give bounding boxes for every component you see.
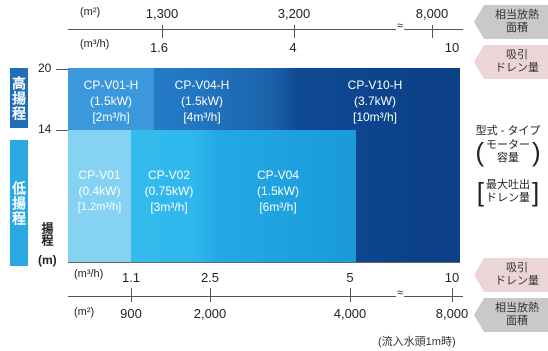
model-label-cp-v02: CP-V02 (0.75kW) [3m³/h] bbox=[131, 167, 207, 215]
bottom-flow-tick: 1.1 bbox=[121, 270, 141, 285]
axis-break-icon: ≈ bbox=[396, 20, 405, 32]
model-flow: [4m³/h] bbox=[183, 110, 221, 124]
y-tick-20: 20 bbox=[38, 61, 52, 75]
model-label-cp-v01-h: CP-V01-H (1.5kW) [2m³/h] bbox=[68, 77, 154, 125]
model-label-cp-v10-h: CP-V10-H (3.7kW) [10m³/h] bbox=[330, 77, 420, 125]
top-flow-tick: 4 bbox=[289, 40, 297, 55]
bracket-open-icon: [ bbox=[476, 177, 484, 207]
model-block-cp-v01 bbox=[68, 130, 131, 262]
model-flow: [10m³/h] bbox=[352, 110, 397, 124]
tag-line: 吸引 bbox=[506, 49, 528, 61]
bottom-area-tick: 8,000 bbox=[435, 306, 469, 321]
bottom-area-tick: 2,000 bbox=[193, 306, 227, 321]
y-axis-unit: (m) bbox=[38, 253, 57, 267]
top-flow-tick: 1.6 bbox=[149, 40, 169, 55]
model-name: CP-V01 bbox=[78, 168, 121, 182]
bottom-flow-tick: 10 bbox=[444, 270, 460, 285]
model-label-cp-v04-h: CP-V04-H (1.5kW) [4m³/h] bbox=[162, 77, 242, 125]
bracket-close-icon: ] bbox=[532, 177, 540, 207]
tick-mark bbox=[131, 288, 132, 302]
legend-discharge: [ 最大吐出 ドレン量 ] bbox=[468, 176, 548, 208]
bottom-flow-tick: 5 bbox=[346, 270, 354, 285]
low-head-label: 低揚程 bbox=[10, 140, 28, 266]
model-flow: [1.2m³/h] bbox=[77, 201, 122, 213]
paren-close-icon: ) bbox=[532, 137, 541, 167]
top-axis-line bbox=[68, 29, 463, 30]
footnote: (流入水頭1m時) bbox=[378, 336, 456, 348]
model-power: (1.5kW) bbox=[181, 94, 223, 108]
tick-mark bbox=[432, 25, 433, 38]
model-power: (0.75kW) bbox=[144, 184, 194, 198]
model-flow: [3m³/h] bbox=[150, 200, 188, 214]
top-area-tick: 8,000 bbox=[415, 6, 449, 21]
top-flow-tick: 10 bbox=[444, 40, 460, 55]
y-axis-label: 揚程 bbox=[40, 222, 54, 246]
model-block-cp-v01-h bbox=[68, 68, 154, 130]
legend-max-text: 最大吐出 bbox=[486, 179, 530, 191]
model-name: CP-V04-H bbox=[174, 78, 230, 92]
model-flow: [2m³/h] bbox=[92, 110, 130, 124]
tag-line: 面積 bbox=[506, 22, 528, 34]
tag-line: 吸引 bbox=[506, 262, 528, 274]
legend-motor: ( モーター 容量 ) bbox=[468, 138, 548, 166]
model-name: CP-V10-H bbox=[347, 78, 403, 92]
bottom-area-tick: 4,000 bbox=[333, 306, 367, 321]
tag-line: ドレン量 bbox=[495, 62, 539, 74]
tag-line: 面積 bbox=[506, 315, 528, 327]
y-tick-mark bbox=[56, 130, 68, 131]
model-label-cp-v01: CP-V01 (0.4kW) [1.2m³/h] bbox=[68, 167, 131, 215]
legend-capacity-text: 容量 bbox=[497, 152, 519, 164]
bottom-flow-tick: 2.5 bbox=[200, 270, 220, 285]
bottom-flow-unit: (m³/h) bbox=[74, 268, 104, 280]
top-area-tick: 3,200 bbox=[277, 6, 311, 21]
model-power: (1.5kW) bbox=[90, 94, 132, 108]
legend-drain-text: ドレン量 bbox=[486, 192, 530, 204]
tag-flow-bottom: 吸引 ドレン量 bbox=[474, 258, 548, 292]
tag-line: 相当放熱 bbox=[495, 9, 539, 21]
top-area-unit: (m²) bbox=[80, 6, 101, 18]
high-head-label: 高揚程 bbox=[10, 68, 28, 128]
tick-mark bbox=[294, 25, 295, 38]
model-flow: [6m³/h] bbox=[259, 200, 297, 214]
y-tick-14: 14 bbox=[38, 122, 52, 136]
top-area-tick: 1,300 bbox=[145, 6, 179, 21]
tag-line: 相当放熱 bbox=[495, 302, 539, 314]
paren-open-icon: ( bbox=[475, 137, 484, 167]
y-tick-mark bbox=[56, 69, 68, 70]
model-name: CP-V02 bbox=[147, 168, 191, 182]
baseline bbox=[68, 262, 460, 263]
model-label-cp-v04: CP-V04 (1.5kW) [6m³/h] bbox=[238, 167, 318, 215]
tag-area-bottom: 相当放熱 面積 bbox=[474, 298, 548, 332]
axis-break-icon: ≈ bbox=[396, 287, 405, 299]
model-name: CP-V01-H bbox=[83, 78, 139, 92]
bottom-area-unit: (m²) bbox=[74, 306, 95, 318]
tick-mark bbox=[210, 288, 211, 302]
model-power: (1.5kW) bbox=[257, 184, 299, 198]
tick-mark bbox=[452, 288, 453, 302]
legend-motor-text: モーター bbox=[486, 139, 530, 151]
tag-line: ドレン量 bbox=[495, 275, 539, 287]
top-flow-unit: (m³/h) bbox=[80, 38, 110, 50]
bottom-axis-line bbox=[68, 296, 463, 297]
tag-area-top: 相当放熱 面積 bbox=[474, 5, 548, 39]
legend: 型式 - タイプ ( モーター 容量 ) [ 最大吐出 ドレン量 ] bbox=[468, 124, 548, 208]
model-power: (3.7kW) bbox=[354, 94, 396, 108]
bottom-area-tick: 900 bbox=[120, 306, 142, 321]
tick-mark bbox=[162, 25, 163, 38]
tick-mark bbox=[350, 288, 351, 302]
legend-type: 型式 - タイプ bbox=[475, 125, 541, 137]
model-power: (0.4kW) bbox=[78, 184, 121, 198]
model-name: CP-V04 bbox=[256, 168, 300, 182]
tag-flow-top: 吸引 ドレン量 bbox=[474, 45, 548, 79]
